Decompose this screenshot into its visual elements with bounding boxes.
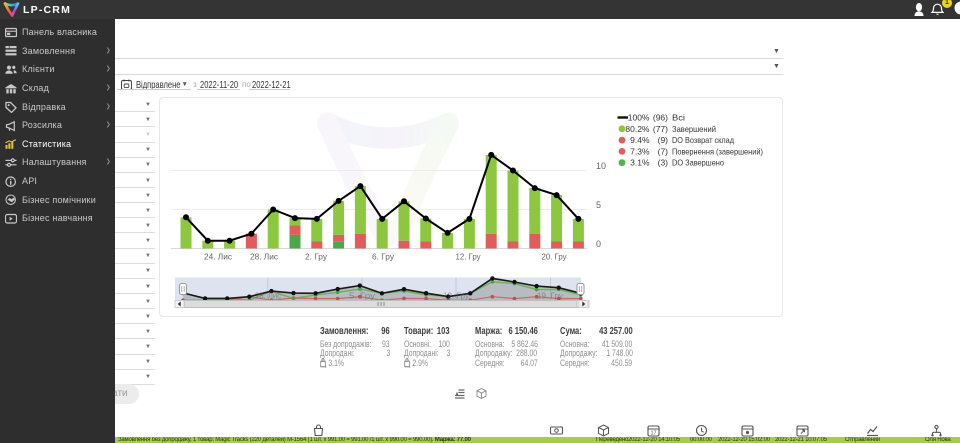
svg-text:12. Гру: 12. Гру — [443, 291, 470, 301]
svg-text:28. Лис: 28. Лис — [255, 291, 282, 301]
svg-text:DO Завершено: DO Завершено — [672, 158, 724, 168]
svg-text:12. Гру: 12. Гру — [456, 252, 482, 262]
svg-text:9.4%: 9.4% — [630, 135, 650, 145]
svg-text:5: 5 — [596, 200, 601, 210]
svg-text:Завершений: Завершений — [672, 124, 716, 134]
svg-text:100%: 100% — [628, 113, 650, 123]
svg-text:x: x — [409, 364, 410, 367]
svg-text:3.1%: 3.1% — [630, 158, 650, 168]
svg-text:(77): (77) — [653, 124, 668, 134]
svg-text:28. Лис: 28. Лис — [250, 252, 279, 262]
svg-text:0: 0 — [596, 239, 601, 249]
svg-text:x: x — [325, 364, 326, 367]
svg-text:19. Гру: 19. Гру — [537, 291, 564, 301]
svg-text:(7): (7) — [658, 146, 669, 156]
svg-text:20. Гру: 20. Гру — [542, 252, 568, 262]
svg-text:(96): (96) — [653, 113, 668, 123]
svg-text:24. Лис: 24. Лис — [204, 252, 233, 262]
svg-text:17: 17 — [650, 431, 656, 437]
svg-text:80.2%: 80.2% — [625, 124, 650, 134]
svg-text:(9): (9) — [658, 135, 669, 145]
svg-text:5. Гру: 5. Гру — [349, 291, 376, 301]
svg-text:7.3%: 7.3% — [630, 146, 650, 156]
svg-text:6. Гру: 6. Гру — [372, 252, 395, 262]
svg-text:(3): (3) — [658, 158, 669, 168]
svg-text:10: 10 — [596, 161, 606, 171]
svg-text:Всі: Всі — [672, 113, 685, 123]
svg-text:DO Возврат склад: DO Возврат склад — [672, 135, 734, 145]
svg-text:2. Гру: 2. Гру — [305, 252, 328, 262]
svg-text:Повернення (завершений): Повернення (завершений) — [672, 146, 763, 156]
